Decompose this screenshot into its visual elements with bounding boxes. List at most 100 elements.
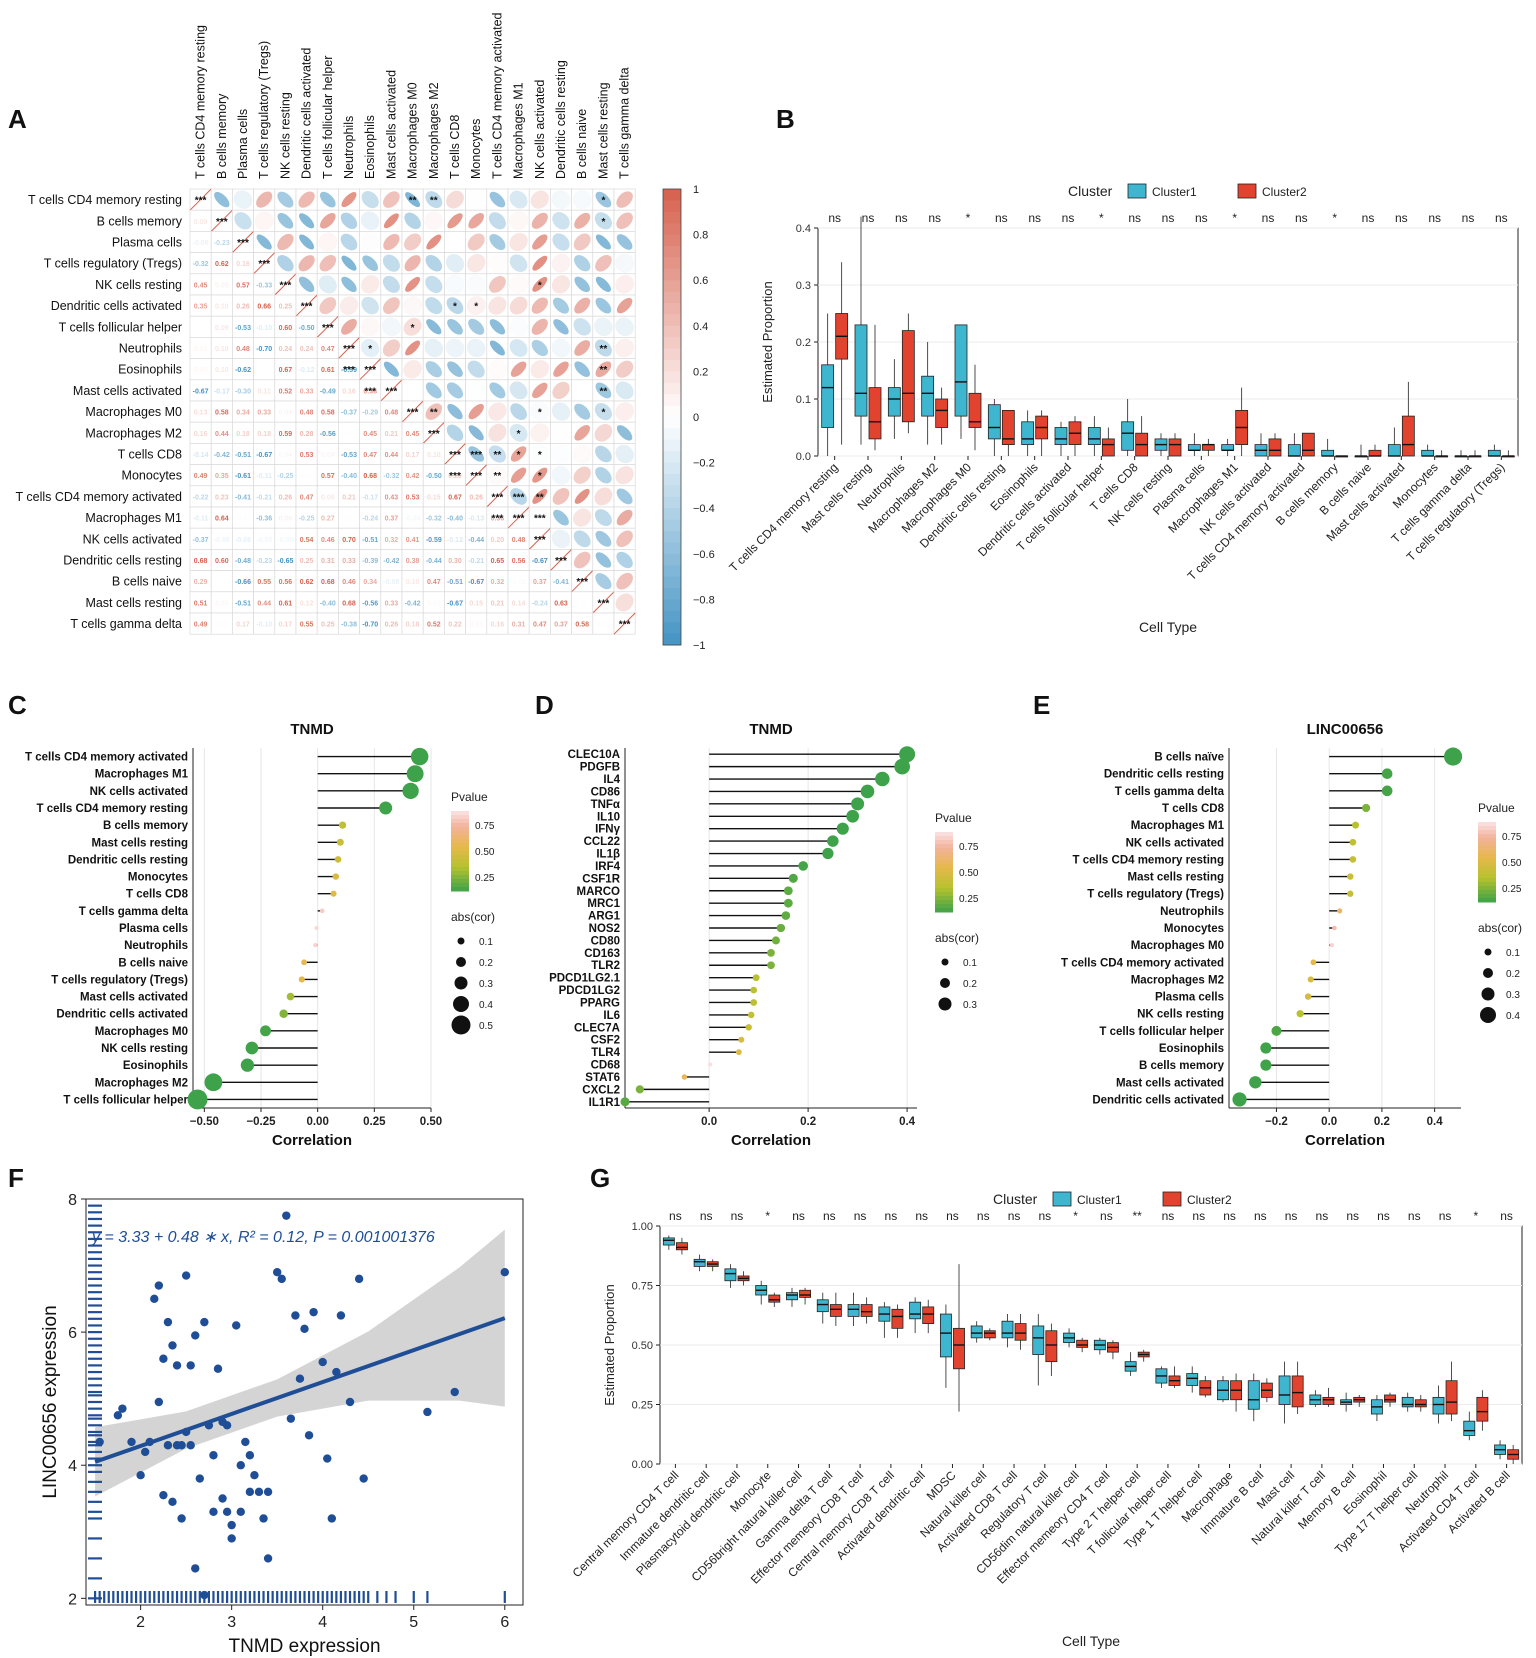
colorbar-tick-label: 0.6 [693,275,708,287]
heatmap-value: 0.27 [321,516,335,523]
category-label: IL1β [596,849,620,861]
heatmap-significance: * [517,429,521,440]
box-body [909,1301,922,1320]
lollipop-dot [708,1062,713,1067]
category-label: NK cells resting [101,1043,188,1055]
heatmap-value: 0.15 [427,494,441,501]
heatmap-ellipse [445,338,465,358]
heatmap-value: -0.24 [362,516,378,523]
heatmap-ellipse [489,191,506,208]
significance-label: ns [1462,211,1475,225]
heatmap-ellipse [595,466,612,484]
box-body [968,392,982,428]
heatmap-ellipse [425,382,442,399]
legend-pvalue-tick: 0.75 [1502,832,1522,843]
lollipop-dot [298,976,305,983]
scatter-point [259,1514,268,1523]
heatmap-significance: *** [280,280,292,291]
heatmap-ellipse [425,191,443,209]
heatmap-value: 0.23 [215,494,229,501]
heatmap-value: 0.53 [300,452,314,459]
heatmap-value: 0.67 [279,367,293,374]
heatmap-col-label: T cells regulatory (Tregs) [257,41,271,179]
scatter-point [191,1331,200,1340]
lollipop-dot [1332,925,1337,931]
heatmap-row-label: Macrophages M1 [85,511,182,525]
heatmap-value: 0.47 [427,579,441,586]
heatmap-value: 0.20 [491,537,505,544]
heatmap-value: 0.66 [257,304,271,311]
heatmap-ellipse [573,466,591,484]
heatmap-ellipse [508,274,529,295]
x-tick-label: 4 [318,1614,327,1631]
heatmap-value: 0.34 [236,410,250,417]
heatmap-value: 0.09 [321,494,335,501]
heatmap-ellipse [466,296,486,316]
category-label: T cells CD4 memory activated [1061,957,1224,969]
heatmap-ellipse [616,572,633,590]
heatmap-ellipse [339,296,359,315]
heatmap-ellipse [595,445,612,463]
heatmap-ellipse [362,255,379,272]
lollipop-dot [894,758,911,775]
category-label: Plasma cells [1155,992,1224,1004]
box-body [887,387,901,417]
heatmap-value: 0.10 [427,452,441,459]
legend-size-label: 0.2 [963,979,977,990]
box-body [954,324,968,417]
heatmap-ellipse [447,318,463,335]
heatmap-ellipse [404,233,422,251]
category-label: Mast cells activated [1116,1077,1224,1089]
colorbar-segment [663,599,681,612]
scatter-point [263,1487,273,1497]
heatmap-ellipse [594,339,612,357]
heatmap-value: -0.08 [235,537,251,544]
lollipop-dot [332,873,339,880]
category-label: TLR4 [591,1047,620,1059]
heatmap-significance: * [601,217,605,228]
lollipop-dot [1444,747,1463,766]
category-label: T cells regulatory (Tregs) [51,974,188,986]
heatmap-ellipse [383,213,399,229]
confidence-band [95,1229,505,1497]
legend-pvalue-tick: 0.50 [475,847,495,858]
heatmap-ellipse [574,488,590,504]
category-label: IL4 [603,774,620,786]
scatter-point [209,1451,218,1460]
heatmap-ellipse [489,233,506,251]
heatmap-ellipse [277,212,294,229]
lollipop-dot [635,1085,644,1094]
significance-label: ns [1316,1209,1329,1223]
heatmap-value: 0.09 [215,325,229,332]
box-body [1076,1339,1089,1348]
heatmap-significance: *** [534,514,546,525]
y-axis-title: Estimated Proportion [760,281,775,402]
x-tick-label: 0.4 [1427,1116,1444,1128]
heatmap-ellipse [468,446,484,462]
legend-size-label: 0.3 [963,1000,977,1011]
scatter-point [200,1317,209,1327]
legend-gradient-segment [935,884,953,889]
heatmap-value: -0.39 [362,558,378,565]
scatter-point [345,1397,355,1407]
significance-label: ns [1295,211,1308,225]
heatmap-ellipse [426,234,442,250]
heatmap-value: -0.61 [235,473,251,480]
scatter-point [200,1590,209,1600]
category-label: T cells regulatory (Tregs) [1087,889,1224,901]
heatmap-ellipse [489,382,506,399]
heatmap-value: -0.08 [383,579,399,586]
heatmap-value: 0.57 [236,282,250,289]
legend-gradient-segment [935,836,953,841]
heatmap-ellipse [445,232,465,252]
category-label: B cells naïve [1154,752,1224,764]
heatmap-value: -0.42 [383,558,399,565]
box-body [1321,449,1335,457]
lollipop-dot [752,974,760,982]
heatmap-value: -0.50 [299,325,315,332]
legend-size-label: 0.4 [1506,1011,1520,1022]
heatmap-ellipse [530,423,550,443]
heatmap-value: 0.03 [194,367,208,374]
heatmap-value: 0.63 [554,600,568,607]
heatmap-value: -0.21 [468,558,484,565]
